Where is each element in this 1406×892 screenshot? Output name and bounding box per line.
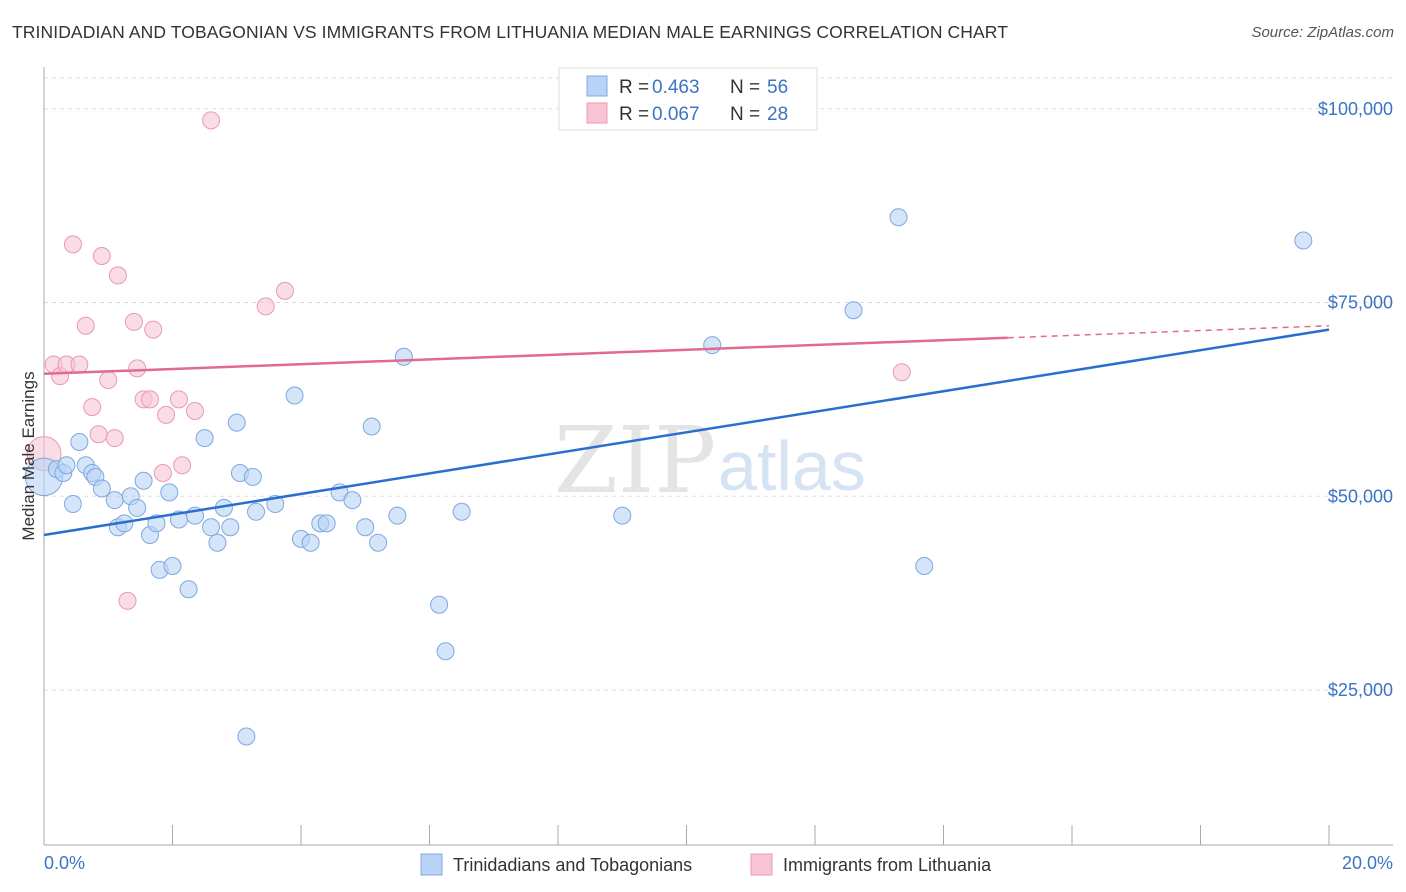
watermark-atlas: atlas bbox=[718, 427, 866, 505]
point-s1-54 bbox=[915, 557, 934, 575]
point-s1-3 bbox=[57, 456, 76, 475]
point-s1-42 bbox=[356, 518, 375, 537]
bottom-legend-swatch-lithuania bbox=[750, 853, 773, 876]
y-tick-label-0: $25,000 bbox=[1328, 680, 1393, 700]
axes bbox=[43, 67, 1393, 846]
bottom-legend-label-trinidad: Trinidadians and Tobagonians bbox=[453, 855, 692, 875]
point-s2-13 bbox=[118, 591, 137, 610]
series-lithuania-points bbox=[26, 111, 911, 610]
trend-line-s1 bbox=[43, 328, 1330, 537]
legend-r-value-2: 0.067 bbox=[652, 104, 700, 125]
point-s2-14 bbox=[124, 312, 143, 331]
grid-lines bbox=[44, 77, 1393, 691]
point-s2-25 bbox=[256, 297, 275, 316]
bottom-legend-label-lithuania: Immigrants from Lithuania bbox=[783, 855, 992, 875]
trend-line-s2-dashed bbox=[1007, 325, 1330, 339]
point-s2-18 bbox=[144, 320, 163, 339]
point-s1-24 bbox=[195, 429, 214, 448]
point-s2-5 bbox=[70, 355, 89, 374]
point-s2-11 bbox=[105, 429, 124, 448]
source-label: Source: ZipAtlas.com bbox=[1251, 24, 1394, 41]
legend-r-label-2: R = bbox=[619, 104, 649, 125]
point-s1-10 bbox=[105, 491, 124, 510]
point-s2-9 bbox=[92, 247, 111, 265]
point-s1-15 bbox=[134, 471, 153, 490]
chart-title: TRINIDADIAN AND TOBAGONIAN VS IMMIGRANTS… bbox=[12, 22, 1009, 42]
point-s1-26 bbox=[208, 533, 227, 552]
bottom-legend-swatch-trinidad bbox=[420, 853, 443, 876]
point-s2-7 bbox=[83, 398, 102, 417]
y-tick-labels: $25,000 $50,000 $75,000 $100,000 bbox=[1318, 99, 1393, 700]
point-s2-8 bbox=[89, 425, 108, 444]
point-s1-25 bbox=[202, 518, 221, 537]
point-s1-49 bbox=[452, 502, 471, 521]
legend-n-label-1: N = bbox=[730, 77, 760, 98]
point-s1-28 bbox=[221, 518, 240, 537]
point-s1-31 bbox=[243, 467, 262, 486]
point-s2-24 bbox=[202, 111, 221, 130]
point-s1-44 bbox=[369, 533, 388, 552]
legend-swatch-lithuania bbox=[586, 102, 608, 124]
point-s1-48 bbox=[436, 642, 455, 661]
point-s1-43 bbox=[362, 417, 381, 436]
point-s1-53 bbox=[889, 208, 908, 227]
point-s2-27 bbox=[892, 363, 911, 382]
legend-n-value-2: 28 bbox=[767, 104, 788, 125]
point-s2-12 bbox=[108, 266, 127, 285]
point-s1-22 bbox=[179, 580, 198, 599]
series-trinidad-points bbox=[24, 208, 1313, 746]
y-tick-label-3: $100,000 bbox=[1318, 99, 1393, 119]
point-s1-55 bbox=[1294, 231, 1313, 250]
point-s1-4 bbox=[63, 495, 82, 513]
trend-lines bbox=[43, 325, 1330, 537]
point-s1-17 bbox=[147, 514, 166, 533]
x-tick-label-min: 0.0% bbox=[44, 853, 85, 873]
legend-n-value-1: 56 bbox=[767, 77, 788, 98]
point-s1-32 bbox=[237, 727, 256, 746]
point-s1-47 bbox=[430, 595, 449, 614]
x-tick-label-max: 20.0% bbox=[1342, 853, 1393, 873]
point-s2-22 bbox=[173, 456, 192, 475]
point-s1-20 bbox=[163, 557, 182, 575]
point-s2-15 bbox=[128, 359, 147, 378]
point-s1-41 bbox=[343, 491, 362, 510]
point-s1-35 bbox=[285, 386, 304, 405]
point-s2-26 bbox=[275, 281, 294, 300]
point-s1-29 bbox=[227, 413, 246, 432]
bottom-legend: Trinidadians and Tobagonians Immigrants … bbox=[420, 853, 992, 876]
watermark: ZIP atlas bbox=[554, 407, 866, 514]
legend-swatch-trinidad bbox=[586, 75, 608, 97]
point-s2-20 bbox=[157, 405, 176, 424]
point-s2-4 bbox=[63, 235, 82, 254]
point-s2-23 bbox=[185, 402, 204, 420]
point-s2-10 bbox=[99, 371, 118, 389]
point-s1-14 bbox=[128, 498, 147, 517]
watermark-zip: ZIP bbox=[554, 407, 716, 514]
point-s1-46 bbox=[394, 347, 413, 366]
point-s1-52 bbox=[844, 301, 863, 320]
point-s1-37 bbox=[301, 533, 320, 552]
legend-r-value-1: 0.463 bbox=[652, 77, 700, 98]
point-s1-45 bbox=[388, 506, 407, 525]
trend-line-s2 bbox=[43, 336, 1008, 376]
legend-n-label-2: N = bbox=[730, 104, 760, 125]
y-tick-label-1: $50,000 bbox=[1328, 486, 1393, 506]
point-s1-5 bbox=[70, 433, 89, 451]
point-s1-19 bbox=[160, 483, 179, 502]
point-s2-6 bbox=[76, 316, 95, 335]
point-s2-19 bbox=[153, 464, 172, 482]
point-s1-50 bbox=[613, 506, 632, 525]
y-axis-label: Median Male Earnings bbox=[19, 371, 38, 540]
point-s1-39 bbox=[317, 514, 336, 533]
top-legend: R = 0.463 N = 56 R = 0.067 N = 28 bbox=[558, 67, 818, 131]
point-s2-21 bbox=[169, 390, 188, 409]
y-tick-label-2: $75,000 bbox=[1328, 293, 1393, 313]
point-s1-33 bbox=[247, 502, 266, 521]
point-s1-9 bbox=[92, 479, 111, 498]
point-s1-51 bbox=[703, 336, 722, 355]
point-s2-17 bbox=[141, 390, 160, 409]
legend-r-label-1: R = bbox=[619, 77, 649, 98]
